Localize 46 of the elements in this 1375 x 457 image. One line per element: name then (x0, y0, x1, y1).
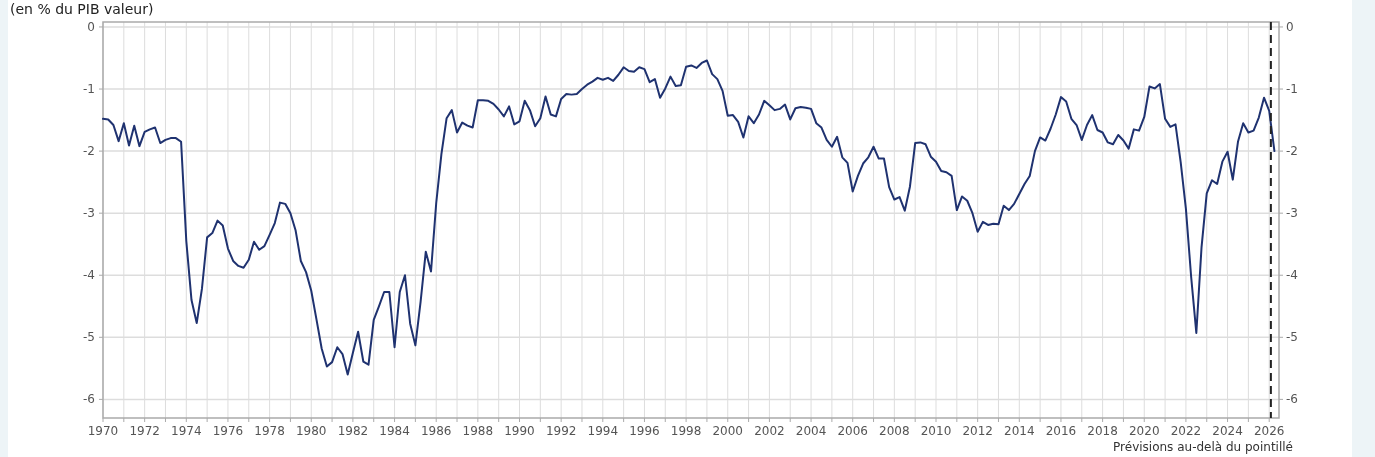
x-tick-label: 2016 (1045, 424, 1077, 438)
x-tick-label: 1986 (420, 424, 452, 438)
x-tick-label: 2018 (1087, 424, 1118, 438)
x-tick-label: 2006 (837, 424, 868, 438)
y2-tick-label: -1 (1286, 82, 1298, 97)
y-tick-label: -1 (83, 82, 95, 97)
y2-tick-label: -5 (1286, 330, 1298, 345)
line-series (102, 59, 1276, 376)
x-tick-label: 1982 (337, 424, 369, 438)
y-tick-label: -5 (83, 330, 95, 345)
y-tick-label: -6 (83, 392, 95, 407)
x-tick-label: 1984 (379, 424, 410, 438)
x-tick-label: 2020 (1128, 424, 1160, 438)
y-tick-label: -2 (83, 144, 95, 159)
x-tick-label: 1994 (587, 424, 619, 438)
x-tick-label: 2010 (920, 424, 952, 438)
x-tick-label: 1978 (254, 424, 285, 438)
x-tick-label: 2014 (1004, 424, 1035, 438)
x-tick-label: 2012 (962, 424, 993, 438)
x-tick-label: 1976 (212, 424, 244, 438)
x-tick-label: 2022 (1170, 424, 1202, 438)
x-tick-label: 1972 (129, 424, 160, 438)
x-tick-label: 1970 (87, 424, 119, 438)
y2-tick-label: -6 (1286, 392, 1298, 407)
x-tick-label: 1980 (295, 424, 327, 438)
x-tick-label: 1990 (504, 424, 535, 438)
x-tick-label: 2004 (795, 424, 827, 438)
x-tick-label: 1974 (171, 424, 202, 438)
x-tick-label: 2002 (754, 424, 785, 438)
y-tick-label: 0 (87, 19, 95, 34)
x-tick-label: 1988 (462, 424, 494, 438)
x-tick-label: 1998 (670, 424, 702, 438)
x-tick-label: 2000 (712, 424, 744, 438)
x-tick-label: 2026 (1253, 424, 1285, 438)
chart-subtitle: (en % du PIB valeur) (10, 1, 154, 17)
x-tick-label: 2008 (879, 424, 910, 438)
text: Prévisions au-delà du pointillé (1113, 440, 1293, 454)
x-tick-label: 1992 (545, 424, 577, 438)
y2-tick-label: 0 (1286, 19, 1294, 34)
x-tick-label: 2024 (1212, 424, 1243, 438)
y2-tick-label: -4 (1286, 268, 1298, 283)
y2-tick-label: -2 (1286, 144, 1298, 159)
y2-tick-label: -3 (1286, 206, 1298, 221)
y-tick-label: -3 (83, 206, 95, 221)
x-tick-label: 1996 (629, 424, 660, 438)
y-tick-label: -4 (83, 268, 95, 283)
